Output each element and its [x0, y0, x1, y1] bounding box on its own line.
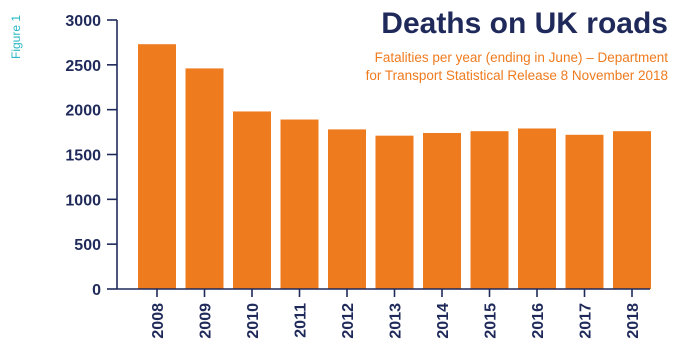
- bar-2011: [280, 119, 319, 289]
- y-tick-label: 2000: [65, 103, 101, 120]
- bar-2018: [613, 131, 651, 289]
- bar-2015: [470, 131, 509, 289]
- y-tick-label: 500: [74, 237, 101, 254]
- y-tick-label: 3000: [65, 13, 101, 30]
- x-tick-label: 2013: [388, 303, 405, 339]
- bar-2017: [565, 134, 604, 289]
- y-axis: 0 500 1000 1500 2000 2500 3000: [65, 13, 118, 299]
- chart-subtitle-line-1: Fatalities per year (ending in June) – D…: [375, 50, 669, 65]
- bar-2016: [518, 128, 556, 289]
- bar-2012: [328, 129, 366, 289]
- x-tick-label: 2011: [293, 303, 310, 338]
- x-tick-label: 2017: [578, 303, 595, 339]
- x-tick-label: 2018: [625, 303, 642, 339]
- x-axis: 2008 2009 2010 2011 2012 2013 2014 2015 2016 2017…: [117, 288, 650, 339]
- x-tick-label: 2009: [198, 303, 215, 339]
- bar-2013: [375, 135, 414, 289]
- bar-2009: [185, 68, 224, 289]
- y-tick-label: 0: [92, 282, 101, 299]
- y-tick-label: 1500: [65, 148, 101, 165]
- x-tick-label: 2016: [530, 303, 547, 339]
- bar-2014: [423, 132, 461, 289]
- y-tick-label: 1000: [65, 192, 101, 209]
- figure-tag: Figure 1: [9, 15, 23, 59]
- chart-subtitle-line-2: for Transport Statistical Release 8 Nove…: [366, 68, 668, 83]
- bars: [138, 44, 651, 290]
- x-tick-label: 2008: [150, 303, 167, 339]
- x-tick-label: 2010: [245, 303, 262, 339]
- y-tick-label: 2500: [65, 58, 101, 75]
- x-tick-label: 2014: [435, 303, 452, 339]
- x-tick-label: 2015: [483, 303, 500, 339]
- x-tick-label: 2012: [340, 303, 357, 339]
- bar-2008: [138, 44, 176, 290]
- chart-title: Deaths on UK roads: [381, 7, 668, 40]
- bar-2010: [233, 111, 271, 290]
